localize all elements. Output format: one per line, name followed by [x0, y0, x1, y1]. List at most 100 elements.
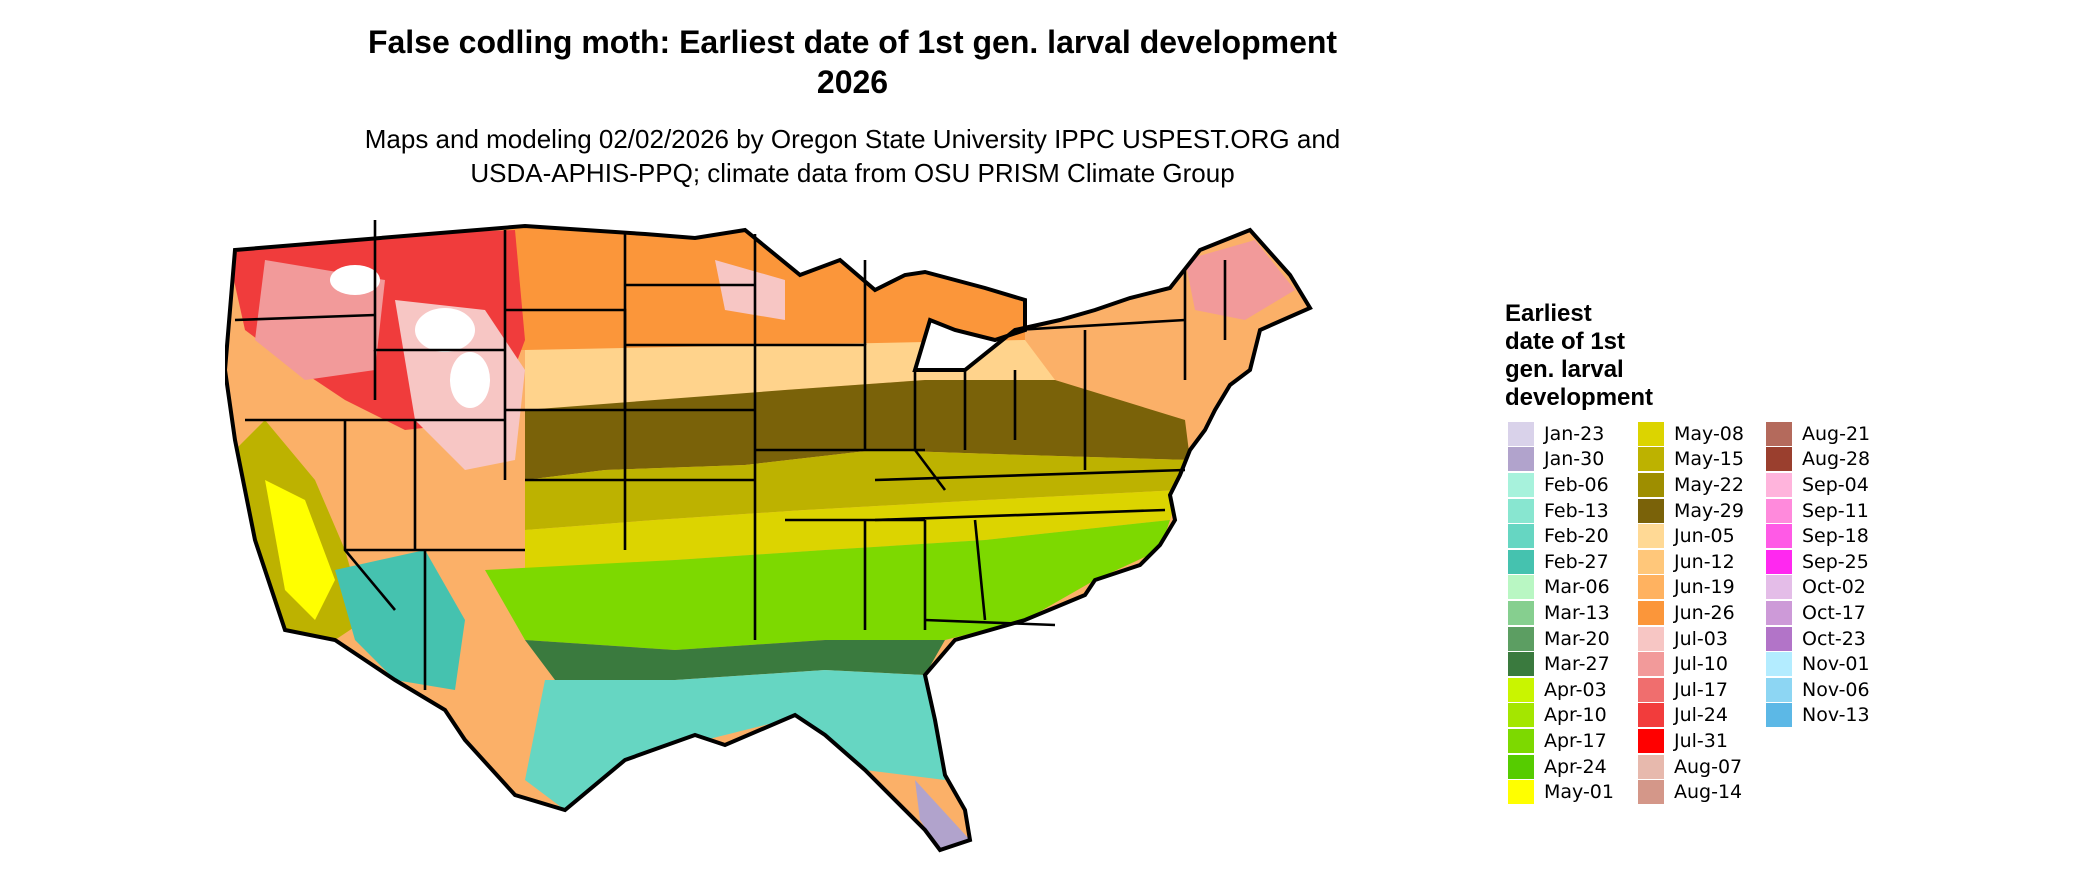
legend-swatch	[1508, 703, 1534, 728]
legend-swatch	[1766, 498, 1792, 523]
legend-item: Jun-26	[1638, 600, 1744, 626]
legend-swatch	[1508, 754, 1534, 779]
legend-label: Feb-06	[1544, 473, 1609, 496]
legend-item: Nov-01	[1766, 651, 1870, 677]
legend-label: Apr-03	[1544, 678, 1607, 701]
legend-swatch	[1638, 780, 1664, 805]
legend-column-3: Aug-21 Aug-28 Sep-04 Sep-11 Sep-18 Sep-25 Oct-…	[1766, 421, 1870, 728]
legend-item: Jun-12	[1638, 549, 1744, 575]
legend-swatch	[1638, 524, 1664, 549]
legend-swatch	[1508, 575, 1534, 600]
legend-label: Oct-02	[1802, 576, 1866, 599]
legend-label: May-01	[1544, 781, 1614, 804]
legend-swatch	[1638, 421, 1664, 446]
legend-label: Feb-13	[1544, 499, 1609, 522]
map-title: False codling moth: Earliest date of 1st…	[190, 22, 1515, 102]
legend-label: Nov-06	[1802, 678, 1870, 701]
legend-item: Nov-13	[1766, 703, 1870, 729]
legend-item: Jul-17	[1638, 677, 1744, 703]
legend-swatch	[1508, 780, 1534, 805]
legend-item: Aug-14	[1638, 779, 1744, 805]
legend-item: Sep-11	[1766, 498, 1870, 524]
legend-swatch	[1638, 575, 1664, 600]
legend-label: Apr-10	[1544, 704, 1607, 727]
legend-label: Sep-04	[1802, 473, 1869, 496]
map-subtitle: Maps and modeling 02/02/2026 by Oregon S…	[190, 122, 1515, 190]
new-england-region	[1185, 240, 1295, 320]
legend-item: Jan-23	[1508, 421, 1614, 447]
legend-label: Oct-23	[1802, 627, 1866, 650]
legend-swatch	[1508, 549, 1534, 574]
legend-column-2: May-08 May-15 May-22 May-29 Jun-05 Jun-12 Jun-…	[1638, 421, 1744, 805]
legend-label: Feb-20	[1544, 525, 1609, 548]
legend-swatch	[1508, 626, 1534, 651]
midwest-band-region	[525, 380, 1190, 480]
border-ny-pa	[1014, 318, 1186, 332]
legend-item: Aug-21	[1766, 421, 1870, 447]
legend-label: Jul-03	[1674, 627, 1728, 650]
legend-swatch	[1638, 549, 1664, 574]
legend-label: Oct-17	[1802, 601, 1866, 624]
legend-swatch	[1638, 626, 1664, 651]
southwest-desert-region	[335, 550, 465, 690]
legend-label: May-22	[1674, 473, 1744, 496]
legend-item: Jul-31	[1638, 728, 1744, 754]
subtitle-line-2: USDA-APHIS-PPQ; climate data from OSU PR…	[470, 158, 1235, 188]
legend-item: Mar-20	[1508, 626, 1614, 652]
legend-swatch	[1508, 677, 1534, 702]
legend-item: Mar-06	[1508, 575, 1614, 601]
legend-label: Mar-06	[1544, 576, 1610, 599]
legend-item: Feb-13	[1508, 498, 1614, 524]
southeast-upper-region	[525, 490, 1180, 570]
legend-swatch	[1638, 677, 1664, 702]
legend-label: Jan-30	[1544, 448, 1605, 471]
border-al-ga	[973, 519, 987, 621]
legend-item: Apr-03	[1508, 677, 1614, 703]
legend-swatch	[1638, 447, 1664, 472]
legend-item: Jan-30	[1508, 447, 1614, 473]
legend-item: Sep-25	[1766, 549, 1870, 575]
legend-label: May-08	[1674, 422, 1744, 445]
snow-patch-wy	[415, 308, 475, 352]
legend-label: Mar-27	[1544, 653, 1610, 676]
legend-item: May-15	[1638, 447, 1744, 473]
legend-label: Jun-12	[1674, 550, 1735, 573]
legend-label: Jun-19	[1674, 576, 1735, 599]
legend-item: Feb-06	[1508, 472, 1614, 498]
legend-swatch	[1508, 447, 1534, 472]
legend-item: Sep-18	[1766, 523, 1870, 549]
legend-label: May-29	[1674, 499, 1744, 522]
legend-label: Nov-01	[1802, 653, 1870, 676]
legend-swatch	[1766, 703, 1792, 728]
legend-swatch	[1638, 703, 1664, 728]
border-or-wa	[234, 313, 376, 322]
legend-swatch	[1638, 600, 1664, 625]
subtitle-line-1: Maps and modeling 02/02/2026 by Oregon S…	[364, 124, 1341, 154]
border-tn-al	[874, 508, 1166, 522]
map-title-year: 2026	[816, 64, 889, 100]
legend-label: Sep-18	[1802, 525, 1869, 548]
legend-swatch	[1508, 472, 1534, 497]
legend-label: Jul-10	[1674, 653, 1728, 676]
legend-item: Sep-04	[1766, 472, 1870, 498]
legend-swatch	[1508, 652, 1534, 677]
snow-patch-co	[450, 352, 490, 408]
legend-label: Jul-31	[1674, 729, 1728, 752]
legend-swatch	[1638, 498, 1664, 523]
gulf-coast-region	[525, 670, 945, 810]
legend-title: Earliest date of 1st gen. larval develop…	[1505, 300, 1695, 412]
map-fill-regions	[225, 226, 1310, 850]
legend-swatch	[1508, 728, 1534, 753]
border-il-in	[913, 370, 947, 491]
legend-item: May-08	[1638, 421, 1744, 447]
mid-south-region	[525, 450, 1190, 530]
legend-item: Aug-07	[1638, 754, 1744, 780]
legend-swatch	[1508, 600, 1534, 625]
legend-swatch	[1638, 728, 1664, 753]
map-title-main: False codling moth: Earliest date of 1st…	[367, 24, 1338, 60]
legend-item: May-29	[1638, 498, 1744, 524]
legend-swatch	[1766, 652, 1792, 677]
legend-swatch	[1508, 524, 1534, 549]
legend-swatch	[1766, 472, 1792, 497]
legend-label: Jul-17	[1674, 678, 1728, 701]
